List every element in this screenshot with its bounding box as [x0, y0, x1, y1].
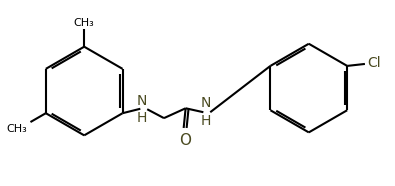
Text: N: N [200, 96, 211, 110]
Text: H: H [137, 111, 147, 125]
Text: CH₃: CH₃ [74, 18, 94, 28]
Text: N: N [137, 94, 147, 108]
Text: O: O [179, 133, 191, 148]
Text: Cl: Cl [367, 56, 380, 70]
Text: H: H [200, 114, 211, 128]
Text: CH₃: CH₃ [7, 124, 28, 134]
